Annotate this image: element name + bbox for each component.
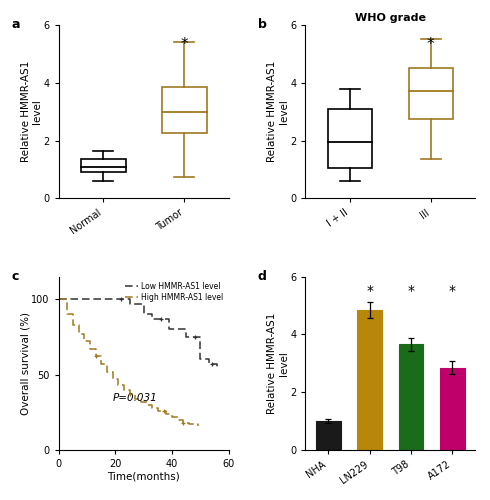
Bar — [440, 368, 465, 450]
Text: a: a — [11, 18, 20, 31]
Bar — [409, 68, 453, 119]
Text: c: c — [11, 270, 19, 282]
X-axis label: Time(months): Time(months) — [107, 472, 180, 482]
Bar — [162, 87, 207, 134]
Text: d: d — [258, 270, 267, 282]
Bar — [316, 421, 341, 450]
Y-axis label: Overall survival (%): Overall survival (%) — [20, 312, 30, 415]
Text: *: * — [180, 36, 188, 52]
Bar — [398, 344, 423, 450]
Y-axis label: Relative HMMR-AS1
level: Relative HMMR-AS1 level — [267, 312, 289, 414]
Y-axis label: Relative HMMR-AS1
level: Relative HMMR-AS1 level — [267, 61, 289, 162]
Text: P=0.031: P=0.031 — [113, 394, 158, 404]
Text: b: b — [258, 18, 267, 31]
Legend: Low HMMR-AS1 level, High HMMR-AS1 level: Low HMMR-AS1 level, High HMMR-AS1 level — [122, 278, 227, 305]
Text: *: * — [366, 284, 373, 298]
Bar — [357, 310, 382, 450]
Y-axis label: Relative HMMR-AS1
level: Relative HMMR-AS1 level — [21, 61, 42, 162]
Title: WHO grade: WHO grade — [355, 13, 426, 23]
Bar — [81, 160, 125, 172]
Text: *: * — [449, 284, 456, 298]
Text: *: * — [427, 36, 435, 52]
Text: *: * — [408, 284, 415, 298]
Bar — [327, 109, 372, 168]
